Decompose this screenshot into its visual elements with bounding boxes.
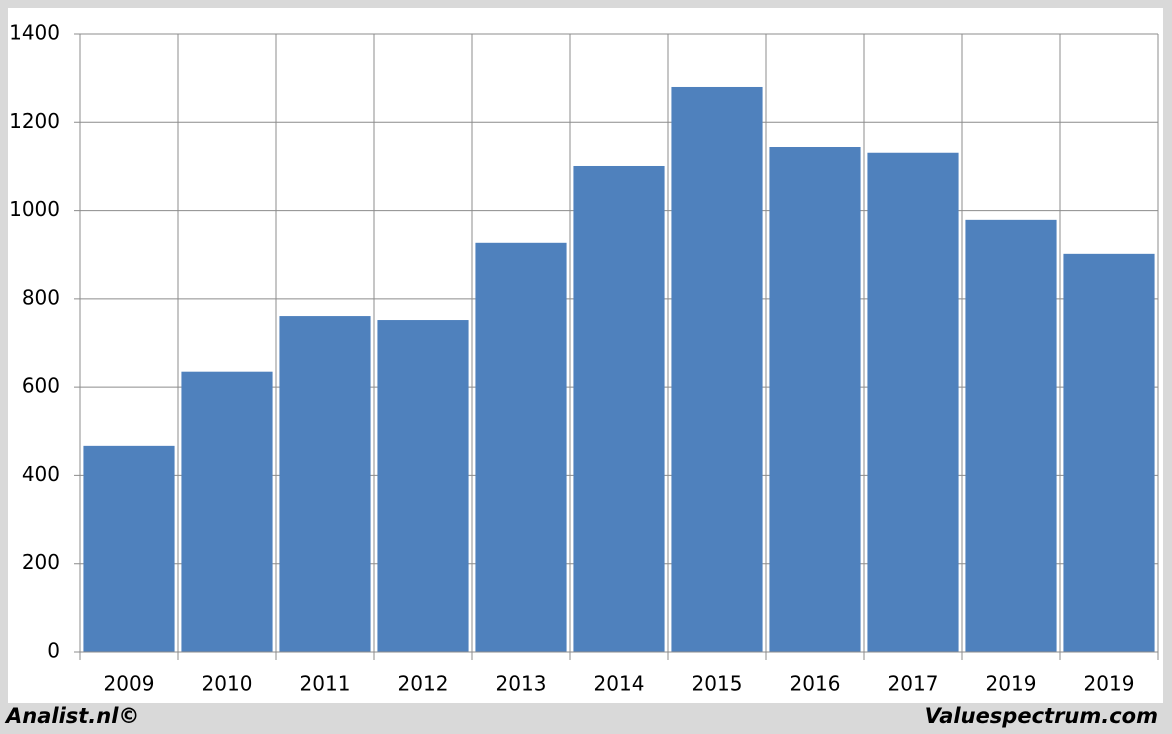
bar: [279, 316, 371, 652]
bar: [83, 445, 175, 652]
bar: [377, 320, 469, 652]
footer-right: Valuespectrum.com: [925, 704, 1158, 728]
bar: [1063, 253, 1155, 652]
x-tick-label: 2015: [692, 672, 743, 696]
x-tick-label: 2011: [300, 672, 351, 696]
x-tick-label: 2019: [986, 672, 1037, 696]
x-tick-label: 2012: [398, 672, 449, 696]
bar: [867, 152, 959, 652]
y-tick-label: 200: [22, 550, 60, 574]
bar: [475, 242, 567, 652]
bar: [181, 371, 273, 652]
x-tick-label: 2019: [1084, 672, 1135, 696]
y-tick-label: 0: [47, 639, 60, 663]
y-tick-label: 1200: [9, 109, 60, 133]
bar: [671, 86, 763, 652]
x-tick-label: 2009: [104, 672, 155, 696]
x-tick-label: 2013: [496, 672, 547, 696]
bar: [573, 165, 665, 653]
y-tick-label: 800: [22, 285, 60, 309]
x-tick-label: 2014: [594, 672, 645, 696]
footer-left: Analist.nl©: [4, 704, 139, 728]
bar: [965, 219, 1057, 652]
y-tick-label: 1400: [9, 21, 60, 45]
y-tick-label: 600: [22, 374, 60, 398]
x-tick-label: 2016: [790, 672, 841, 696]
x-tick-label: 2017: [888, 672, 939, 696]
y-tick-label: 400: [22, 462, 60, 486]
y-tick-label: 1000: [9, 197, 60, 221]
bar: [769, 147, 861, 652]
x-tick-label: 2010: [202, 672, 253, 696]
